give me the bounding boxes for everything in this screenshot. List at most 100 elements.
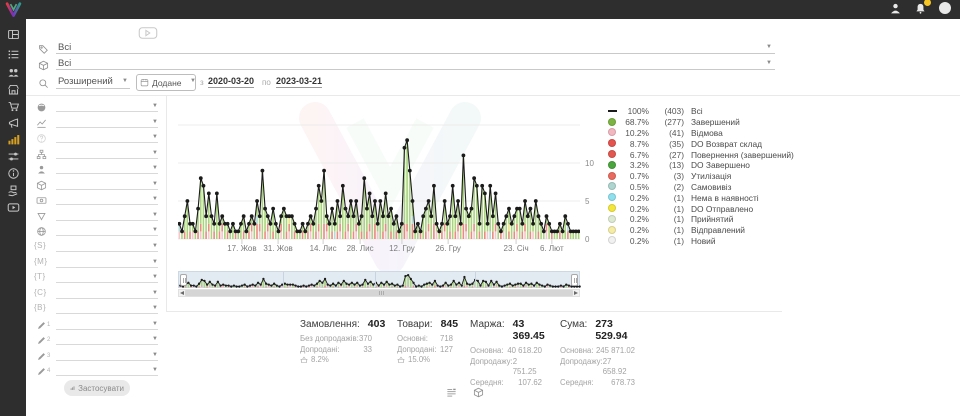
legend-percent: 0.2% (622, 204, 649, 214)
filter-row-token[interactable]: {T}▼ (34, 271, 160, 285)
filter-row-token[interactable]: {S} ▼ (34, 240, 160, 254)
stat-column: Товари:845Основні:718Допродані:12715.0% (397, 318, 453, 366)
chevron-down-icon[interactable]: ▼ (152, 336, 158, 342)
legend-item[interactable]: 100%(403)Всі (608, 106, 794, 117)
filter-row-person[interactable]: ▼ (34, 162, 160, 176)
avatar[interactable] (939, 2, 952, 15)
chevron-down-icon[interactable]: ▼ (190, 78, 196, 84)
chevron-down-icon[interactable]: ▼ (152, 212, 158, 218)
dropdown-underline (56, 313, 158, 314)
user-icon[interactable] (889, 2, 902, 15)
date-from-input[interactable]: 2020-03-20 (208, 76, 254, 88)
chevron-down-icon[interactable]: ▼ (152, 165, 158, 171)
chevron-down-icon[interactable]: ▼ (152, 243, 158, 249)
sidebar-item-info[interactable] (7, 167, 20, 180)
filter-row-hierarchy[interactable]: ▼ (34, 147, 160, 161)
search-icon[interactable] (38, 76, 49, 87)
filter-row-banknote[interactable]: ▼ (34, 193, 160, 207)
legend-dot-swatch (608, 215, 617, 224)
date-to-input[interactable]: 2023-03-21 (276, 76, 322, 88)
chart-navigator[interactable] (178, 271, 580, 288)
legend-item[interactable]: 0.2%(1)DO Отправлено (608, 203, 794, 214)
legend-item[interactable]: 0.7%(3)Утилізація (608, 171, 794, 182)
legend-item[interactable]: 6.7%(27)Повернення (завершений) (608, 149, 794, 160)
sidebar-item-users[interactable] (7, 66, 20, 79)
video-hint-icon[interactable] (137, 26, 159, 40)
legend-item[interactable]: 3.2%(13)DO Завершено (608, 160, 794, 171)
sidebar-item-video[interactable] (7, 201, 20, 214)
sidebar-item-dashboard[interactable] (7, 28, 20, 41)
bell-icon[interactable] (914, 2, 927, 15)
scroll-right-arrow[interactable] (574, 291, 578, 295)
date-field-select[interactable]: Додане (136, 74, 196, 91)
filter-row-funnel[interactable]: ▼ (34, 209, 160, 223)
chevron-down-icon[interactable]: ▼ (152, 321, 158, 327)
sidebar-item-store[interactable] (7, 83, 20, 96)
legend-count: (41) (656, 128, 684, 138)
scroll-left-arrow[interactable] (180, 291, 184, 295)
filter-row-pencil4[interactable]: 4▼ (34, 364, 160, 378)
filter-row-pencil3[interactable]: 3▼ (34, 349, 160, 363)
chevron-down-icon[interactable]: ▼ (152, 290, 158, 296)
funnel-icon (36, 209, 47, 220)
filter-row-pencil2[interactable]: 2▼ (34, 333, 160, 347)
chevron-down-icon[interactable]: ▼ (766, 44, 772, 50)
chevron-down-icon[interactable]: ▼ (152, 352, 158, 358)
listview-icon[interactable] (446, 385, 457, 396)
chevron-down-icon[interactable]: ▼ (152, 119, 158, 125)
filter-row-globe[interactable]: ▼ (34, 224, 160, 238)
chevron-down-icon[interactable]: ▼ (152, 227, 158, 233)
sidebar-item-sliders[interactable] (7, 150, 20, 163)
chevron-down-icon[interactable]: ▼ (766, 60, 772, 66)
legend-item[interactable]: 0.2%(1)Відправлений (608, 225, 794, 236)
navigator-right-handle[interactable] (571, 274, 578, 286)
chevron-down-icon[interactable]: ▼ (152, 259, 158, 265)
y-tick-label: 5 (585, 197, 589, 206)
filter-row-token[interactable]: {B}▼ (34, 302, 160, 316)
sidebar-item-orders-list[interactable] (7, 48, 20, 61)
chevron-down-icon[interactable]: ▼ (152, 134, 158, 140)
horizontal-scrollbar[interactable] (178, 289, 580, 297)
stat-sub-value: 127 (440, 345, 453, 356)
legend-item[interactable]: 0.2%(1)Прийнятий (608, 214, 794, 225)
sidebar-item-megaphone[interactable] (7, 117, 20, 130)
calendar-icon (140, 78, 149, 87)
chevron-down-icon[interactable]: ▼ (152, 367, 158, 373)
navigator-left-handle[interactable] (180, 274, 187, 286)
apply-button[interactable]: Застосувати (64, 380, 130, 396)
x-tick-label: 31. Жов (263, 244, 292, 253)
token-icon: {S} (34, 241, 46, 250)
legend-count: (403) (656, 106, 684, 116)
chart-mini-icon (70, 384, 75, 392)
legend-item[interactable]: 0.2%(1)Нема в наявності (608, 192, 794, 203)
brand-logo[interactable] (5, 2, 22, 17)
product-filter[interactable]: Всі (58, 58, 71, 69)
search-mode-select[interactable]: Розширений (58, 76, 113, 87)
filter-row-sphere[interactable]: ▼ (34, 100, 160, 114)
legend-item[interactable]: 8.7%(35)DO Возврат склад (608, 138, 794, 149)
chevron-down-icon[interactable]: ▼ (152, 181, 158, 187)
package-icon[interactable] (473, 385, 484, 396)
chevron-down-icon[interactable]: ▼ (152, 305, 158, 311)
legend-item[interactable]: 68.7%(277)Завершений (608, 117, 794, 128)
filter-row-token[interactable]: {C}▼ (34, 287, 160, 301)
filter-row-pencil1[interactable]: 1▼ (34, 318, 160, 332)
y-tick-label: 10 (585, 159, 594, 168)
chevron-down-icon[interactable]: ▼ (152, 150, 158, 156)
legend-item[interactable]: 0.5%(2)Самовивіз (608, 182, 794, 193)
scrollbar-thumb[interactable] (185, 290, 573, 296)
filter-row-trend[interactable]: ▼ (34, 116, 160, 130)
sidebar-item-analytics[interactable] (7, 133, 20, 146)
sidebar-item-cart[interactable] (7, 100, 20, 113)
legend-item[interactable]: 10.2%(41)Відмова (608, 128, 794, 139)
chevron-down-icon[interactable]: ▼ (152, 196, 158, 202)
filter-row-package[interactable]: ▼ (34, 178, 160, 192)
category-filter[interactable]: Всі (58, 42, 71, 53)
chevron-down-icon[interactable]: ▼ (152, 103, 158, 109)
sidebar-item-handbox[interactable] (7, 184, 20, 197)
legend-item[interactable]: 0.2%(1)Новий (608, 236, 794, 247)
filter-row-help[interactable]: ▼ (34, 131, 160, 145)
filter-row-token[interactable]: {M}▼ (34, 256, 160, 270)
chevron-down-icon[interactable]: ▼ (122, 78, 128, 84)
chevron-down-icon[interactable]: ▼ (152, 274, 158, 280)
